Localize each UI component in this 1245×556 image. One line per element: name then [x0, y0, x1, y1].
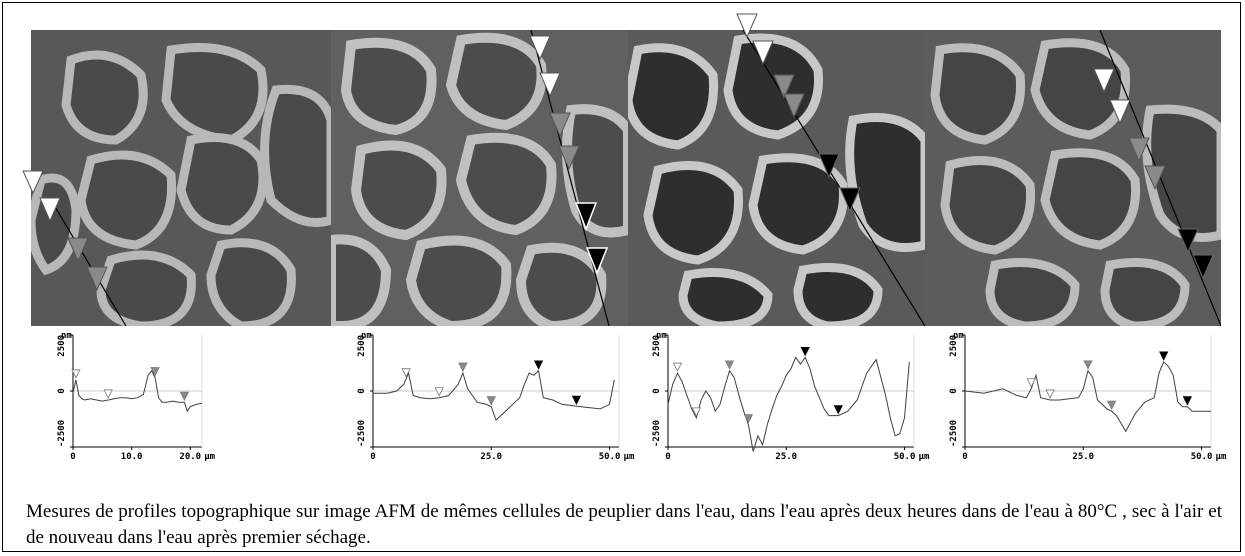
- profile-marker-open: [1026, 378, 1036, 388]
- x-unit-label: µm: [204, 452, 215, 462]
- profile-line: [373, 369, 615, 421]
- profile-marker-gray: [458, 362, 468, 372]
- x-tick-label: 25.0: [1072, 452, 1094, 462]
- profile-line: [72, 369, 203, 413]
- profile-marker-gray: [724, 360, 735, 370]
- profile-marker-open: [434, 387, 444, 397]
- y-tick-label: 0: [949, 388, 959, 393]
- profile-marker-open: [71, 369, 81, 379]
- profile-marker-open: [691, 407, 702, 417]
- y-unit-label: nm: [361, 331, 372, 341]
- profile-chart-1: nm 2500 0 -2500 0 10.0 20.0 µm: [33, 329, 216, 463]
- y-tick-label: 2500: [949, 335, 959, 357]
- y-tick-label: -2500: [57, 420, 67, 447]
- x-unit-label: µm: [624, 452, 635, 462]
- x-tick-label: 25.0: [480, 452, 502, 462]
- x-tick-label: 0: [665, 452, 670, 462]
- afm-image-2: [331, 30, 628, 326]
- x-tick-label: 50.0: [599, 452, 621, 462]
- profile-line: [964, 361, 1211, 433]
- y-unit-label: nm: [953, 331, 964, 341]
- x-tick-label: 50.0: [894, 452, 916, 462]
- profile-marker-black: [1159, 351, 1169, 361]
- profile-marker-open: [672, 362, 683, 372]
- profile-marker-open: [103, 389, 113, 399]
- y-unit-label: nm: [656, 331, 667, 341]
- afm-image-3: [628, 30, 925, 326]
- x-tick-label: 25.0: [775, 452, 797, 462]
- profile-marker-open: [401, 368, 411, 378]
- x-unit-label: µm: [919, 452, 930, 462]
- profile-chart-3: nm 2500 0 -2500 0 25.0 50.0 µm: [628, 329, 930, 463]
- profile-marker-black: [833, 405, 843, 415]
- x-unit-label: µm: [1216, 452, 1227, 462]
- profile-marker-gray: [179, 391, 190, 402]
- profile-marker-gray: [743, 414, 754, 424]
- profile-marker-gray: [150, 367, 160, 377]
- profile-line: [667, 356, 910, 452]
- profile-marker-open: [1045, 389, 1055, 399]
- x-tick-label: 10.0: [121, 452, 143, 462]
- profile-marker-black: [533, 360, 544, 370]
- y-tick-label: 0: [652, 388, 662, 393]
- y-tick-label: 2500: [652, 335, 662, 357]
- profile-marker-black: [1182, 396, 1192, 406]
- x-tick-label: 20.0: [179, 452, 201, 462]
- profile-marker-black: [800, 346, 810, 357]
- y-tick-label: -2500: [949, 420, 959, 447]
- profile-marker-gray: [486, 396, 496, 406]
- profile-marker-black: [571, 395, 582, 406]
- y-tick-label: -2500: [357, 420, 367, 447]
- y-tick-label: 2500: [57, 335, 67, 357]
- x-tick-label: 0: [370, 452, 375, 462]
- x-tick-label: 50.0: [1191, 452, 1213, 462]
- profile-chart-2: nm 2500 0 -2500 0 25.0 50.0 µm: [333, 329, 635, 463]
- y-tick-label: -2500: [652, 420, 662, 447]
- y-tick-label: 2500: [357, 335, 367, 357]
- profile-marker-gray: [1107, 400, 1117, 411]
- afm-image-4: [925, 30, 1221, 326]
- profile-chart-4: nm 2500 0 -2500 0 25.0 50.0 µm: [925, 329, 1227, 463]
- afm-image-1: [31, 30, 331, 326]
- profile-marker-gray: [1083, 360, 1093, 370]
- y-tick-label: 0: [357, 388, 367, 393]
- x-tick-label: 0: [70, 452, 75, 462]
- x-tick-label: 0: [962, 452, 967, 462]
- figure-caption: Mesures de profiles topographique sur im…: [26, 501, 1222, 548]
- y-tick-label: 0: [57, 388, 67, 393]
- y-unit-label: nm: [61, 331, 72, 341]
